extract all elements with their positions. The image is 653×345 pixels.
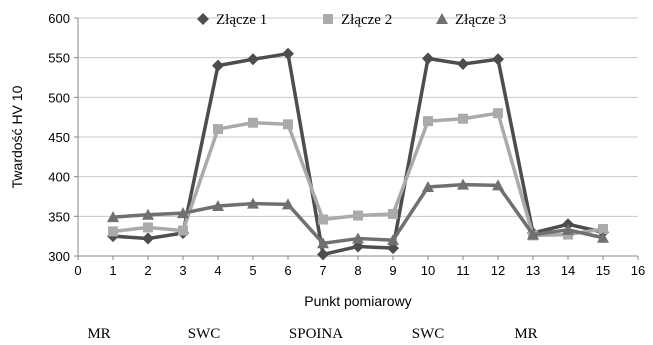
data-point bbox=[142, 232, 154, 245]
y-tick-label: 350 bbox=[48, 209, 70, 224]
x-tick-label: 6 bbox=[284, 263, 291, 278]
y-tick-label: 600 bbox=[48, 11, 70, 26]
y-tick-label: 550 bbox=[48, 51, 70, 66]
legend-label: Złącze 3 bbox=[455, 12, 506, 28]
data-point bbox=[108, 226, 118, 237]
x-axis-title: Punkt pomiarowy bbox=[304, 293, 411, 309]
legend-marker bbox=[323, 14, 333, 24]
x-tick-label: 2 bbox=[144, 263, 151, 278]
data-point bbox=[212, 59, 224, 72]
data-point bbox=[352, 232, 364, 244]
x-tick-label: 8 bbox=[354, 263, 361, 278]
data-point bbox=[107, 211, 119, 223]
x-tick-label: 4 bbox=[214, 263, 221, 278]
data-point bbox=[282, 198, 294, 210]
data-point bbox=[457, 58, 469, 71]
data-point bbox=[493, 108, 503, 119]
x-tick-label: 7 bbox=[319, 263, 326, 278]
zone-label: SPOINA bbox=[289, 326, 343, 342]
data-point bbox=[598, 224, 608, 235]
data-series bbox=[107, 47, 609, 261]
data-point bbox=[318, 214, 328, 225]
data-point bbox=[317, 248, 329, 261]
zone-label: MR bbox=[514, 326, 537, 342]
x-tick-label: 15 bbox=[596, 263, 610, 278]
legend-item: Złącze 3 bbox=[436, 12, 506, 28]
y-tick-label: 400 bbox=[48, 170, 70, 185]
data-point bbox=[213, 124, 223, 135]
legend-item: Złącze 2 bbox=[323, 12, 392, 28]
x-tick-label: 5 bbox=[249, 263, 256, 278]
x-tick-label: 0 bbox=[74, 263, 81, 278]
legend: Złącze 1 Złącze 2 Złącze 3 bbox=[197, 12, 506, 28]
series-2 bbox=[108, 108, 608, 241]
series-3 bbox=[107, 178, 609, 249]
legend-label: Złącze 2 bbox=[341, 12, 392, 28]
data-point bbox=[248, 117, 258, 128]
y-tick-label: 450 bbox=[48, 130, 70, 145]
chart-axes bbox=[74, 17, 639, 260]
x-tick-label: 3 bbox=[179, 263, 186, 278]
x-tick-label: 13 bbox=[526, 263, 540, 278]
data-point bbox=[142, 208, 154, 220]
zone-label: SWC bbox=[188, 326, 221, 342]
x-tick-label: 9 bbox=[389, 263, 396, 278]
zone-label: MR bbox=[87, 326, 110, 342]
data-point bbox=[423, 116, 433, 127]
data-point bbox=[422, 180, 434, 192]
y-tick-label: 300 bbox=[48, 249, 70, 264]
data-point bbox=[387, 234, 399, 246]
data-point bbox=[317, 237, 329, 249]
data-point bbox=[283, 119, 293, 130]
data-point bbox=[353, 210, 363, 221]
data-point bbox=[247, 53, 259, 66]
data-point bbox=[457, 178, 469, 190]
data-point bbox=[282, 47, 294, 60]
data-point bbox=[247, 197, 259, 209]
zone-label: SWC bbox=[412, 326, 445, 342]
data-point bbox=[388, 208, 398, 219]
y-tick-label: 500 bbox=[48, 90, 70, 105]
data-point bbox=[492, 53, 504, 66]
x-tick-label: 1 bbox=[109, 263, 116, 278]
horizontal-gridlines bbox=[78, 17, 638, 257]
x-tick-label: 14 bbox=[561, 263, 575, 278]
legend-item: Złącze 1 bbox=[197, 12, 267, 28]
x-tick-label: 10 bbox=[421, 263, 435, 278]
legend-marker bbox=[197, 13, 209, 25]
data-point bbox=[212, 200, 224, 212]
tick-labels: 0 1 2 3 4 5 6 7 8 9 10 11 12 13 14 15 163003504004505005… bbox=[48, 11, 645, 278]
data-point bbox=[178, 225, 188, 236]
data-point bbox=[422, 52, 434, 65]
x-tick-label: 16 bbox=[631, 263, 645, 278]
legend-marker bbox=[436, 13, 448, 24]
data-point bbox=[597, 231, 609, 243]
x-tick-label: 11 bbox=[456, 263, 470, 278]
data-point bbox=[143, 222, 153, 233]
y-axis-title: Twardość HV 10 bbox=[9, 85, 25, 188]
legend-label: Złącze 1 bbox=[216, 12, 267, 28]
data-point bbox=[458, 113, 468, 124]
data-point bbox=[177, 207, 189, 219]
data-point bbox=[527, 228, 539, 240]
x-tick-label: 12 bbox=[491, 263, 505, 278]
zone-labels: MR SWC SPOINA SWC MR bbox=[87, 326, 537, 342]
data-point bbox=[562, 223, 574, 235]
data-point bbox=[492, 179, 504, 191]
